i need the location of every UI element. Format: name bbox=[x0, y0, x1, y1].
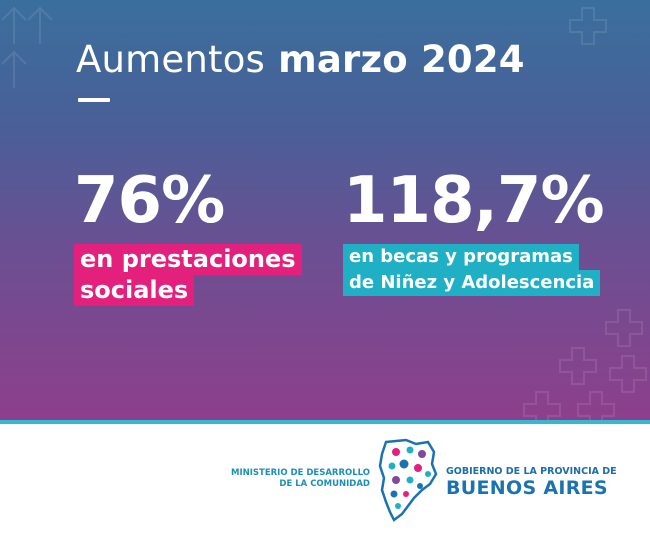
ministry-line: MINISTERIO DE DESARROLLO bbox=[231, 468, 370, 478]
plus-outline-icon bbox=[609, 355, 647, 393]
ministry-name: MINISTERIO DE DESARROLLO DE LA COMUNIDAD bbox=[230, 468, 370, 490]
plus-outline-icon bbox=[605, 309, 643, 347]
title-light: Aumentos bbox=[76, 38, 266, 81]
stat-value-becas: 118,7% bbox=[343, 164, 605, 238]
arrow-up-icon bbox=[1, 6, 27, 44]
ministry-line: DE LA COMUNIDAD bbox=[279, 479, 370, 489]
accent-divider bbox=[0, 420, 650, 424]
footer bbox=[0, 424, 650, 537]
stat-label-becas: en becas y programas de Niñez y Adolesce… bbox=[343, 244, 601, 296]
stat-label-line: de Niñez y Adolescencia bbox=[343, 270, 601, 296]
plus-outline-icon bbox=[569, 7, 607, 45]
arrow-up-icon bbox=[27, 6, 53, 44]
title-bold: marzo 2024 bbox=[278, 38, 525, 81]
stat-value-prestaciones: 76% bbox=[74, 164, 225, 238]
page-title: Aumentos marzo 2024 bbox=[76, 38, 525, 82]
government-line: GOBIERNO DE LA PROVINCIA DE bbox=[446, 466, 617, 477]
plus-outline-icon bbox=[523, 391, 561, 420]
stat-label-line: en prestaciones bbox=[74, 244, 302, 275]
decorative-cross-pattern bbox=[0, 0, 650, 420]
stat-label-line: sociales bbox=[74, 275, 195, 306]
title-underline bbox=[78, 98, 110, 102]
province-map-logo-icon bbox=[378, 438, 438, 522]
plus-outline-icon bbox=[559, 347, 597, 385]
arrow-up-icon bbox=[1, 50, 27, 88]
stat-label-line: en becas y programas bbox=[343, 244, 579, 270]
hero-panel: Aumentos marzo 2024 76% en prestaciones … bbox=[0, 0, 650, 420]
stat-label-prestaciones: en prestaciones sociales bbox=[74, 244, 302, 306]
plus-outline-icon bbox=[577, 391, 615, 420]
province-name: BUENOS AIRES bbox=[446, 477, 608, 499]
